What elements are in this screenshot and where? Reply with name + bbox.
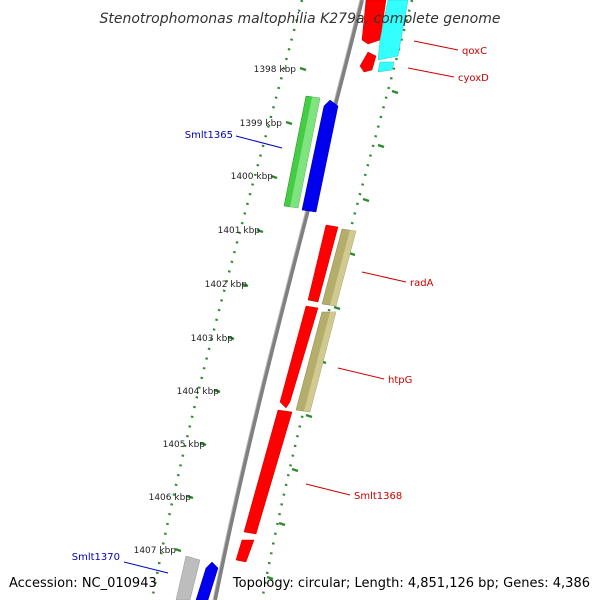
leader-cyoxd	[407, 67, 455, 78]
leader-smlt1370	[123, 561, 169, 574]
major-tick	[377, 143, 385, 149]
gene-feature[interactable]	[301, 99, 339, 213]
gene-feature[interactable]	[361, 0, 387, 45]
gene-labels: qoxC cyoxD Smlt1365 radA htpG Smlt1368 S…	[72, 46, 489, 563]
tick-mark	[227, 335, 235, 341]
tick-mark	[241, 282, 249, 288]
major-tick	[362, 197, 370, 203]
gene-feature-smlt1368[interactable]	[243, 409, 293, 535]
gene-label-qoxc[interactable]: qoxC	[462, 46, 487, 57]
leader-smlt1368	[305, 483, 351, 496]
tick-label: 1400 kbp	[231, 172, 274, 182]
map-title: Stenotrophomonas maltophilia K279a, comp…	[100, 11, 501, 27]
inner-major-ticks	[174, 66, 307, 553]
gene-label-htpg[interactable]: htpG	[388, 375, 412, 386]
major-tick	[391, 89, 399, 95]
leader-rada	[361, 271, 407, 283]
major-tick	[266, 575, 274, 581]
gene-feature-smlt1370[interactable]	[175, 555, 201, 600]
tick-labels: 1398 kbp 1399 kbp 1400 kbp 1401 kbp 1402…	[134, 65, 297, 556]
gene-features	[175, 0, 409, 600]
tick-label: 1402 kbp	[205, 280, 248, 290]
gene-label-smlt1368[interactable]: Smlt1368	[354, 491, 402, 502]
topology-text: Topology: circular; Length: 4,851,126 bp…	[232, 576, 590, 591]
gene-lane	[150, 0, 412, 600]
tick-label: 1401 kbp	[218, 226, 261, 236]
leader-smlt1365	[235, 135, 283, 149]
gene-label-rada[interactable]: radA	[410, 278, 434, 289]
major-tick	[333, 305, 341, 311]
tick-label: 1404 kbp	[177, 387, 220, 397]
tick-label: 1399 kbp	[240, 119, 283, 129]
tick-mark	[299, 66, 307, 72]
major-ticks	[266, 89, 399, 581]
leader-htpg	[337, 367, 385, 380]
tick-label: 1405 kbp	[163, 440, 206, 450]
tick-label: 1403 kbp	[191, 334, 234, 344]
gene-feature[interactable]	[377, 0, 409, 61]
gene-feature-smlt1365-highlight	[290, 97, 320, 208]
gene-feature[interactable]	[377, 61, 395, 73]
gene-label-cyoxd[interactable]: cyoxD	[458, 73, 489, 84]
tick-mark	[213, 388, 221, 394]
gene-feature[interactable]	[359, 51, 377, 73]
tick-mark	[270, 174, 278, 180]
genome-backbone	[213, 0, 364, 600]
tick-mark	[186, 494, 194, 500]
accession-text: Accession: NC_010943	[9, 576, 157, 591]
tick-mark	[256, 228, 264, 234]
gene-label-smlt1370[interactable]: Smlt1370	[72, 552, 120, 563]
gene-feature[interactable]	[279, 305, 319, 409]
inner-tick-ring	[150, 0, 304, 600]
gene-feature[interactable]	[195, 561, 219, 600]
major-tick	[291, 467, 299, 473]
major-tick	[305, 413, 313, 419]
tick-label: 1407 kbp	[134, 546, 177, 556]
gene-feature[interactable]	[307, 224, 339, 303]
gene-feature-highlight	[304, 312, 336, 412]
leader-qoxc	[413, 40, 459, 51]
genome-backbone-highlight	[212, 0, 361, 600]
tick-mark	[199, 441, 207, 447]
tick-mark	[174, 547, 182, 553]
gene-feature[interactable]	[235, 539, 255, 563]
tick-label: 1398 kbp	[254, 65, 297, 75]
tick-mark	[285, 120, 293, 126]
gene-label-smlt1365[interactable]: Smlt1365	[185, 130, 233, 141]
gene-label-leaders	[123, 40, 459, 574]
gene-feature-highlight	[330, 230, 356, 306]
tick-label: 1406 kbp	[149, 493, 192, 503]
major-tick	[278, 521, 286, 527]
